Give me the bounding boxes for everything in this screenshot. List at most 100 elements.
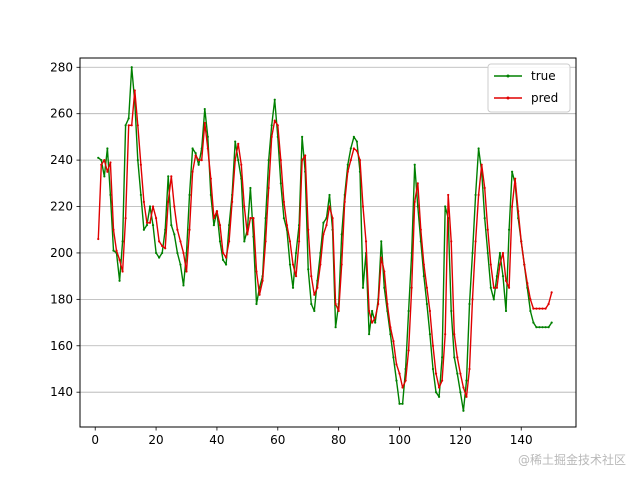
data-point-true bbox=[529, 309, 532, 313]
data-point-true bbox=[462, 409, 465, 412]
data-point-true bbox=[130, 66, 133, 69]
data-point-pred bbox=[258, 293, 261, 296]
data-point-pred bbox=[371, 321, 374, 324]
data-point-pred bbox=[386, 302, 389, 306]
data-point-true bbox=[301, 135, 304, 139]
data-point-pred bbox=[395, 363, 398, 366]
data-point-pred bbox=[139, 163, 142, 166]
data-point-true bbox=[307, 268, 310, 271]
data-point-pred bbox=[425, 286, 428, 289]
data-point-pred bbox=[361, 205, 365, 208]
data-point-pred bbox=[148, 221, 152, 224]
data-point-true bbox=[264, 217, 267, 220]
data-point-true bbox=[273, 98, 276, 101]
data-point-pred bbox=[434, 372, 438, 375]
data-point-pred bbox=[453, 333, 456, 336]
data-point-true bbox=[538, 326, 541, 329]
data-point-true bbox=[468, 302, 471, 306]
data-point-true bbox=[249, 186, 252, 190]
data-point-true bbox=[444, 205, 447, 208]
x-tick-label: 40 bbox=[209, 433, 224, 447]
data-point-pred bbox=[118, 258, 121, 262]
data-point-true bbox=[154, 251, 158, 255]
data-point-true bbox=[139, 193, 142, 197]
data-point-pred bbox=[480, 163, 483, 166]
data-point-true bbox=[486, 251, 489, 255]
data-point-true bbox=[340, 233, 343, 236]
data-point-true bbox=[428, 333, 432, 336]
data-point-pred bbox=[422, 263, 425, 266]
data-point-true bbox=[291, 286, 295, 289]
data-point-true bbox=[145, 223, 149, 227]
data-point-pred bbox=[121, 270, 124, 273]
data-point-pred bbox=[273, 119, 276, 122]
data-point-pred bbox=[404, 379, 407, 382]
data-point-true bbox=[361, 286, 365, 289]
data-point-pred bbox=[106, 170, 109, 173]
data-point-pred bbox=[191, 170, 194, 173]
data-point-true bbox=[477, 147, 480, 150]
data-point-pred bbox=[291, 263, 295, 266]
data-point-pred bbox=[389, 326, 392, 329]
data-point-true bbox=[498, 251, 502, 255]
data-point-true bbox=[407, 309, 410, 313]
data-point-pred bbox=[185, 270, 188, 273]
data-point-true bbox=[441, 356, 444, 359]
y-tick-label: 140 bbox=[50, 385, 73, 399]
data-point-true bbox=[121, 240, 124, 243]
data-point-pred bbox=[264, 240, 267, 243]
x-tick-label: 140 bbox=[510, 433, 533, 447]
data-point-true bbox=[474, 193, 477, 197]
data-point-pred bbox=[151, 205, 155, 208]
data-point-true bbox=[383, 286, 386, 289]
data-point-pred bbox=[328, 205, 331, 208]
data-point-pred bbox=[501, 251, 505, 255]
data-point-pred bbox=[243, 205, 246, 208]
data-point-true bbox=[352, 135, 355, 139]
data-point-true bbox=[243, 240, 246, 243]
data-point-true bbox=[547, 326, 550, 329]
data-point-pred bbox=[413, 200, 416, 203]
x-tick-label: 100 bbox=[388, 433, 411, 447]
data-point-pred bbox=[176, 228, 179, 231]
data-point-pred bbox=[179, 240, 182, 243]
data-point-true bbox=[255, 302, 258, 306]
data-point-true bbox=[535, 326, 538, 329]
data-point-true bbox=[437, 395, 441, 398]
data-point-pred bbox=[514, 177, 517, 180]
data-point-true bbox=[142, 228, 146, 231]
data-point-true bbox=[294, 251, 298, 255]
data-point-pred bbox=[228, 240, 231, 243]
data-point-true bbox=[158, 256, 161, 259]
data-point-pred bbox=[355, 149, 359, 152]
data-point-pred bbox=[100, 163, 103, 166]
data-point-pred bbox=[234, 159, 237, 162]
data-point-pred bbox=[109, 161, 112, 164]
data-point-true bbox=[151, 223, 155, 227]
y-tick-label: 260 bbox=[50, 107, 73, 121]
data-point-true bbox=[541, 326, 544, 329]
data-point-true bbox=[313, 309, 316, 313]
data-point-true bbox=[176, 251, 179, 255]
x-tick-label: 80 bbox=[331, 433, 346, 447]
data-point-true bbox=[431, 367, 435, 371]
data-point-true bbox=[221, 258, 225, 262]
legend-label-pred: pred bbox=[531, 91, 558, 105]
data-point-true bbox=[185, 251, 188, 255]
data-point-pred bbox=[331, 217, 334, 220]
data-point-pred bbox=[447, 193, 450, 197]
y-tick-label: 180 bbox=[50, 292, 73, 306]
data-point-pred bbox=[167, 200, 170, 203]
data-point-pred bbox=[267, 186, 270, 190]
data-point-true bbox=[234, 140, 237, 143]
data-point-pred bbox=[547, 302, 550, 306]
data-point-pred bbox=[462, 386, 465, 389]
data-point-pred bbox=[325, 223, 328, 227]
data-point-true bbox=[422, 275, 425, 278]
data-point-pred bbox=[383, 270, 386, 273]
data-point-pred bbox=[270, 135, 273, 139]
data-point-pred bbox=[431, 344, 435, 347]
data-point-pred bbox=[444, 333, 447, 336]
data-point-pred bbox=[367, 309, 371, 313]
data-point-pred bbox=[489, 263, 492, 266]
